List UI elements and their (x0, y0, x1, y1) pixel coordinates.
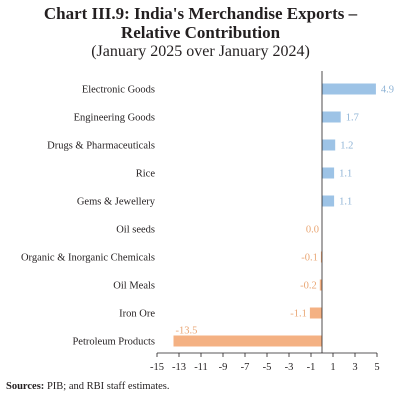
title-line-1: Chart III.9: India's Merchandise Exports… (43, 4, 358, 23)
category-label: Oil Meals (113, 281, 155, 292)
x-tick-label: -1 (307, 362, 316, 373)
category-label: Rice (136, 169, 156, 180)
data-label: 1.1 (339, 169, 352, 180)
data-label: -1.1 (290, 309, 307, 320)
data-label: -13.5 (176, 326, 198, 337)
data-label: 1.7 (346, 113, 359, 124)
title-line-2: Relative Contribution (120, 23, 281, 42)
source-text: PIB; and RBI staff estimates. (44, 381, 170, 392)
x-tick-label: -3 (285, 362, 294, 373)
bar (320, 251, 322, 263)
x-tick-label: -7 (241, 362, 250, 373)
category-label: Organic & Inorganic Chemicals (21, 253, 155, 264)
x-tick-label: -13 (172, 362, 186, 373)
source-note: Sources: PIB; and RBI staff estimates. (6, 381, 170, 392)
category-label: Oil seeds (116, 225, 155, 236)
category-label: Electronic Goods (82, 85, 155, 96)
chart-title: Chart III.9: India's Merchandise Exports… (0, 4, 401, 62)
bar (309, 307, 322, 319)
source-label: Sources: (6, 381, 45, 392)
x-tick-label: -9 (219, 362, 228, 373)
data-label: -0.2 (300, 281, 317, 292)
bar (322, 83, 376, 95)
x-tick-label: 3 (352, 362, 357, 373)
bar (319, 279, 322, 291)
data-label: 0.0 (306, 225, 319, 236)
category-label: Engineering Goods (74, 113, 155, 124)
category-label: Drugs & Pharmaceuticals (47, 141, 155, 152)
category-label: Petroleum Products (72, 337, 155, 348)
bar (322, 111, 341, 123)
bar (173, 335, 322, 347)
bar (322, 167, 335, 179)
x-tick-label: -11 (194, 362, 208, 373)
x-tick-label: -15 (150, 362, 164, 373)
category-label: Iron Ore (119, 309, 155, 320)
data-label: -0.1 (301, 253, 318, 264)
data-label: 1.2 (340, 141, 353, 152)
category-label: Gems & Jewellery (77, 197, 156, 208)
x-tick-label: 1 (330, 362, 335, 373)
title-line-3: (January 2025 over January 2024) (91, 43, 310, 60)
x-tick-label: 5 (374, 362, 379, 373)
data-label: 4.9 (381, 85, 394, 96)
x-tick-label: -5 (263, 362, 272, 373)
data-label: 1.1 (339, 197, 352, 208)
bar (322, 195, 335, 207)
bar (322, 139, 336, 151)
